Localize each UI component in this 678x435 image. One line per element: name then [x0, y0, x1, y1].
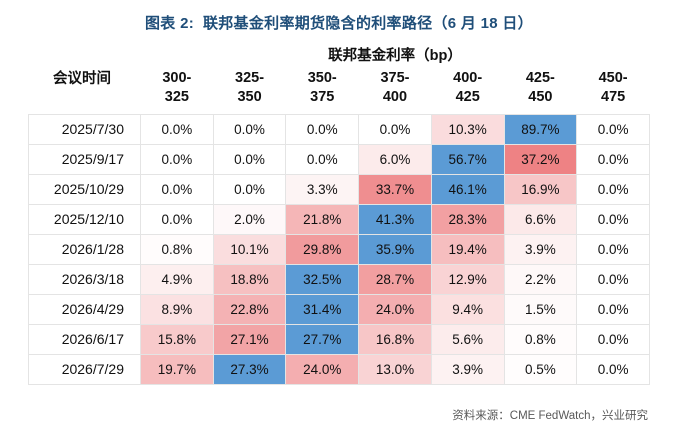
- probability-cell: 18.8%: [212, 263, 287, 295]
- probability-cell: 3.9%: [430, 353, 505, 385]
- probability-cell: 16.9%: [503, 173, 578, 205]
- probability-cell: 27.7%: [285, 323, 360, 355]
- probability-cell: 0.0%: [576, 353, 650, 385]
- meeting-date-cell: 2025/9/17: [28, 143, 141, 175]
- meeting-date-cell: 2026/7/29: [28, 353, 141, 385]
- rate-path-table: 会议时间 联邦基金利率（bp） 300- 325 325- 350 350- 375…: [28, 42, 650, 385]
- probability-cell: 0.0%: [140, 143, 214, 175]
- meeting-date-cell: 2026/6/17: [28, 323, 141, 355]
- probability-cell: 0.0%: [212, 113, 287, 145]
- probability-cell: 24.0%: [285, 353, 360, 385]
- table-row: 2026/1/28 0.8% 10.1% 29.8% 35.9% 19.4% 3.9% 0.0…: [28, 233, 650, 265]
- probability-cell: 0.0%: [212, 143, 287, 175]
- table-row: 2026/7/29 19.7% 27.3% 24.0% 13.0% 3.9% 0.5% 0.0…: [28, 353, 650, 385]
- rate-range-header: 350- 375: [285, 68, 359, 115]
- probability-cell: 0.0%: [140, 113, 214, 145]
- table-row: 2025/12/10 0.0% 2.0% 21.8% 41.3% 28.3% 6.6% 0.0…: [28, 203, 650, 235]
- meeting-date-cell: 2025/7/30: [28, 113, 141, 145]
- rate-range-header: 450- 475: [576, 68, 650, 115]
- probability-cell: 37.2%: [503, 143, 578, 175]
- probability-cell: 32.5%: [285, 263, 360, 295]
- rate-group-header: 联邦基金利率（bp）: [140, 42, 650, 68]
- meeting-time-header: 会议时间: [28, 42, 141, 115]
- rate-range-header: 425- 450: [504, 68, 577, 115]
- probability-cell: 0.0%: [576, 263, 650, 295]
- probability-cell: 22.8%: [212, 293, 287, 325]
- rate-range-header-row: 300- 325 325- 350 350- 375 375- 400 400- 425…: [29, 68, 650, 115]
- probability-cell: 46.1%: [430, 173, 505, 205]
- meeting-date-cell: 2025/12/10: [28, 203, 141, 235]
- probability-cell: 29.8%: [285, 233, 360, 265]
- probability-cell: 0.5%: [503, 353, 578, 385]
- probability-cell: 0.0%: [576, 173, 650, 205]
- probability-cell: 0.0%: [358, 113, 432, 145]
- probability-cell: 21.8%: [285, 203, 360, 235]
- probability-cell: 16.8%: [358, 323, 432, 355]
- probability-cell: 6.6%: [503, 203, 578, 235]
- meeting-date-cell: 2026/3/18: [28, 263, 141, 295]
- meeting-date-cell: 2026/4/29: [28, 293, 141, 325]
- probability-cell: 27.1%: [212, 323, 287, 355]
- probability-cell: 19.7%: [140, 353, 214, 385]
- probability-cell: 89.7%: [503, 113, 578, 145]
- probability-cell: 0.0%: [285, 143, 360, 175]
- probability-cell: 0.0%: [576, 143, 650, 175]
- source-note: 资料来源：CME FedWatch，兴业研究: [452, 410, 648, 422]
- probability-cell: 15.8%: [140, 323, 214, 355]
- probability-cell: 0.0%: [140, 203, 214, 235]
- probability-cell: 0.8%: [140, 233, 214, 265]
- probability-cell: 41.3%: [358, 203, 432, 235]
- probability-cell: 3.3%: [285, 173, 360, 205]
- probability-cell: 0.0%: [576, 203, 650, 235]
- probability-cell: 3.9%: [503, 233, 578, 265]
- probability-cell: 28.3%: [430, 203, 505, 235]
- probability-cell: 12.9%: [430, 263, 505, 295]
- probability-cell: 1.5%: [503, 293, 578, 325]
- meeting-date-cell: 2026/1/28: [28, 233, 141, 265]
- rate-range-header: 325- 350: [213, 68, 286, 115]
- probability-cell: 0.0%: [212, 173, 287, 205]
- table-row: 2025/7/30 0.0% 0.0% 0.0% 0.0% 10.3% 89.7% 0.0%: [28, 113, 650, 145]
- probability-cell: 9.4%: [430, 293, 505, 325]
- probability-cell: 28.7%: [358, 263, 432, 295]
- probability-cell: 4.9%: [140, 263, 214, 295]
- probability-cell: 8.9%: [140, 293, 214, 325]
- figure-title: 图表 2: 联邦基金利率期货隐含的利率路径（6 月 18 日）: [145, 15, 533, 32]
- meeting-date-cell: 2025/10/29: [28, 173, 141, 205]
- probability-cell: 19.4%: [430, 233, 505, 265]
- probability-cell: 27.3%: [212, 353, 287, 385]
- probability-cell: 5.6%: [430, 323, 505, 355]
- probability-cell: 2.2%: [503, 263, 578, 295]
- rate-range-header: 300- 325: [140, 68, 214, 115]
- table-row: 2026/3/18 4.9% 18.8% 32.5% 28.7% 12.9% 2.2% 0.0…: [28, 263, 650, 295]
- probability-cell: 6.0%: [358, 143, 432, 175]
- probability-cell: 2.0%: [212, 203, 287, 235]
- table-row: 2026/4/29 8.9% 22.8% 31.4% 24.0% 9.4% 1.5% 0.0%: [28, 293, 650, 325]
- probability-cell: 0.0%: [576, 323, 650, 355]
- probability-cell: 0.0%: [285, 113, 360, 145]
- probability-cell: 35.9%: [358, 233, 432, 265]
- probability-cell: 10.1%: [212, 233, 287, 265]
- table-row: 2025/9/17 0.0% 0.0% 0.0% 6.0% 56.7% 37.2% 0.0%: [28, 143, 650, 175]
- rate-range-header: 375- 400: [358, 68, 432, 115]
- probability-cell: 13.0%: [358, 353, 432, 385]
- probability-cell: 24.0%: [358, 293, 432, 325]
- table-row: 2025/10/29 0.0% 0.0% 3.3% 33.7% 46.1% 16.9% 0.0…: [28, 173, 650, 205]
- table-header: 会议时间 联邦基金利率（bp） 300- 325 325- 350 350- 375…: [28, 42, 650, 115]
- probability-cell: 0.0%: [140, 173, 214, 205]
- probability-cell: 0.0%: [576, 293, 650, 325]
- probability-cell: 31.4%: [285, 293, 360, 325]
- table-body: 2025/7/30 0.0% 0.0% 0.0% 0.0% 10.3% 89.7% 0.0% 2…: [28, 113, 650, 385]
- table-row: 2026/6/17 15.8% 27.1% 27.7% 16.8% 5.6% 0.8% 0.0…: [28, 323, 650, 355]
- probability-cell: 10.3%: [430, 113, 505, 145]
- probability-cell: 0.8%: [503, 323, 578, 355]
- probability-cell: 0.0%: [576, 233, 650, 265]
- probability-cell: 56.7%: [430, 143, 505, 175]
- rate-range-header: 400- 425: [431, 68, 505, 115]
- probability-cell: 33.7%: [358, 173, 432, 205]
- probability-cell: 0.0%: [576, 113, 650, 145]
